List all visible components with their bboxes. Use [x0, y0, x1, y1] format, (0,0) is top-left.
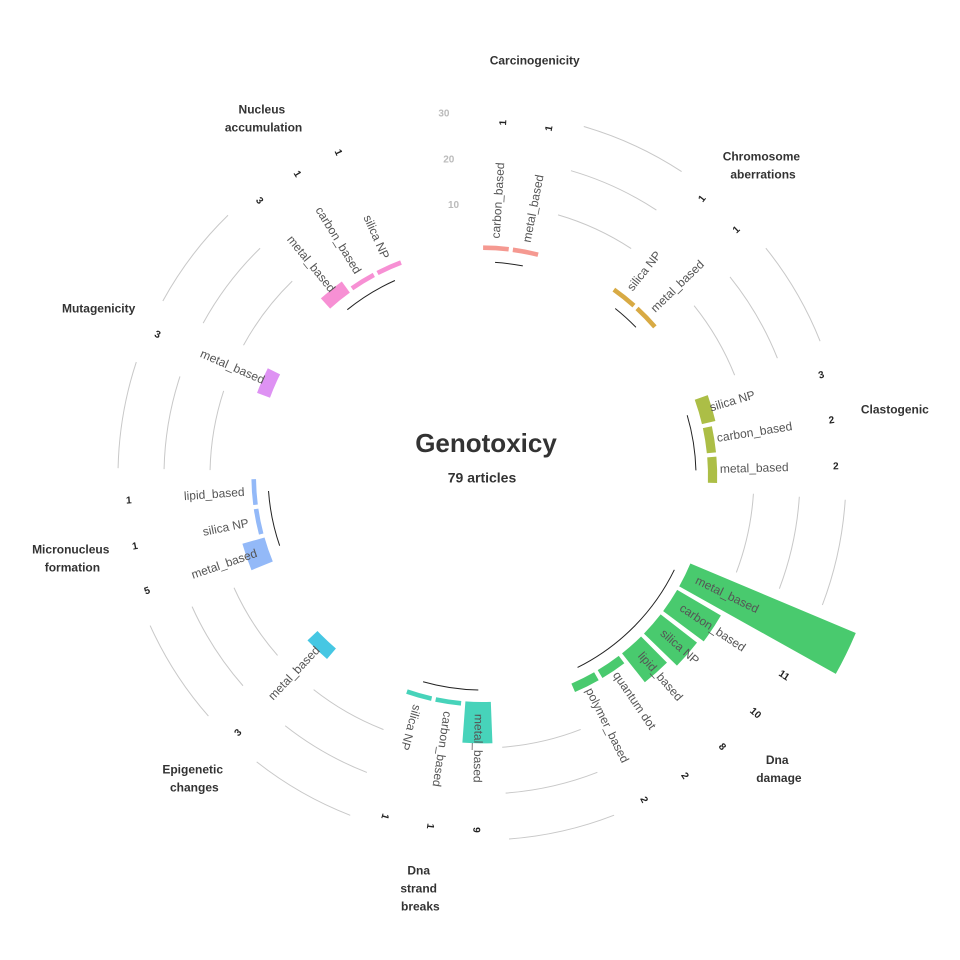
group-label: Nucleus accumulation: [225, 103, 302, 135]
value-label: 1: [126, 495, 133, 506]
group-label: Carcinogenicity: [490, 54, 580, 68]
grid-arc: [729, 276, 778, 359]
value-label: 2: [828, 415, 836, 427]
grid-arc: [505, 771, 598, 794]
grid-arc: [502, 729, 581, 748]
bar: [435, 697, 462, 706]
chart-title: Genotoxicy: [415, 428, 557, 458]
value-label: 5: [143, 585, 152, 597]
grid-arc: [570, 170, 657, 211]
bar: [571, 672, 599, 693]
group-label: Mutagenicity: [62, 302, 136, 316]
value-label: 3: [817, 369, 826, 381]
group-baseline: [614, 308, 637, 328]
value-label: 1: [731, 224, 743, 236]
value-label: 1: [332, 148, 344, 158]
group-baseline: [422, 681, 479, 691]
grid-arc: [243, 280, 293, 346]
group-baseline: [495, 261, 523, 267]
group-label: Clastogenic: [861, 403, 929, 417]
grid-arc: [821, 499, 846, 606]
grid-arc: [509, 814, 615, 840]
chart-subtitle: 79 articles: [448, 470, 517, 486]
value-label: 1: [498, 119, 509, 126]
grid-arc: [149, 625, 209, 717]
value-label: 1: [291, 169, 304, 180]
bar: [253, 508, 264, 535]
bar: [462, 701, 493, 744]
group-baseline: [686, 415, 697, 471]
grid-arc: [256, 761, 351, 816]
value-label: 3: [153, 329, 163, 341]
bar: [694, 395, 716, 425]
bar: [702, 426, 717, 454]
grid-arc: [202, 247, 261, 324]
grid-arc: [209, 390, 225, 471]
grid-arc: [765, 247, 821, 342]
value-label: 1: [544, 124, 556, 132]
group-label: Chromosome aberrations: [723, 150, 804, 182]
group-baseline: [268, 490, 281, 546]
grid-arc: [163, 376, 181, 470]
bar-label: metal_based: [720, 460, 789, 476]
group-baseline: [577, 569, 675, 668]
y-tick-label: 10: [448, 200, 460, 211]
bar: [406, 689, 433, 701]
grid-arc: [778, 496, 800, 589]
grid-arc: [117, 361, 137, 469]
group-label: Dna strand breaks: [400, 864, 440, 914]
value-label: 2: [833, 461, 839, 472]
bar: [679, 563, 856, 674]
grid-arc: [583, 126, 682, 173]
value-label: 3: [233, 727, 245, 739]
value-label: 8: [716, 741, 728, 753]
bar: [350, 272, 375, 291]
bar: [307, 630, 336, 659]
grid-arc: [233, 587, 278, 656]
bar: [257, 368, 281, 398]
grid-arc: [313, 689, 384, 731]
grid-arc: [191, 606, 244, 687]
group-label: Dna damage: [756, 753, 802, 785]
bar: [483, 245, 509, 252]
grid-arc: [693, 305, 736, 376]
bar-label: lipid_based: [183, 485, 245, 503]
bar: [376, 260, 402, 276]
value-label: 1: [696, 193, 708, 205]
bar: [251, 479, 258, 506]
grid-arc: [557, 214, 632, 249]
value-label: 1: [378, 812, 390, 821]
grid-arc: [284, 725, 368, 773]
bar: [663, 589, 721, 642]
bar-label: carbon_based: [489, 162, 508, 239]
bar-label: metal_based: [471, 714, 486, 783]
bar: [320, 281, 350, 309]
grid-arc: [162, 214, 229, 302]
value-label: 2: [637, 795, 650, 805]
bar: [512, 247, 539, 257]
value-label: 1: [131, 541, 139, 553]
value-label: 1: [424, 823, 436, 831]
y-tick-label: 30: [438, 109, 450, 120]
bar: [707, 456, 718, 484]
bar: [635, 306, 657, 329]
bar: [612, 287, 636, 308]
group-baseline: [347, 280, 396, 311]
group-label: Epigenetic changes: [162, 762, 226, 794]
value-label: 9: [470, 827, 481, 833]
value-label: 3: [253, 195, 265, 207]
y-tick-label: 20: [443, 154, 455, 165]
grid-arc: [735, 493, 754, 573]
value-label: 2: [678, 771, 690, 782]
bar: [597, 655, 625, 679]
bar: [622, 636, 667, 683]
bar: [643, 614, 698, 666]
bar: [242, 537, 273, 571]
group-label: Micronucleus formation: [32, 543, 113, 575]
